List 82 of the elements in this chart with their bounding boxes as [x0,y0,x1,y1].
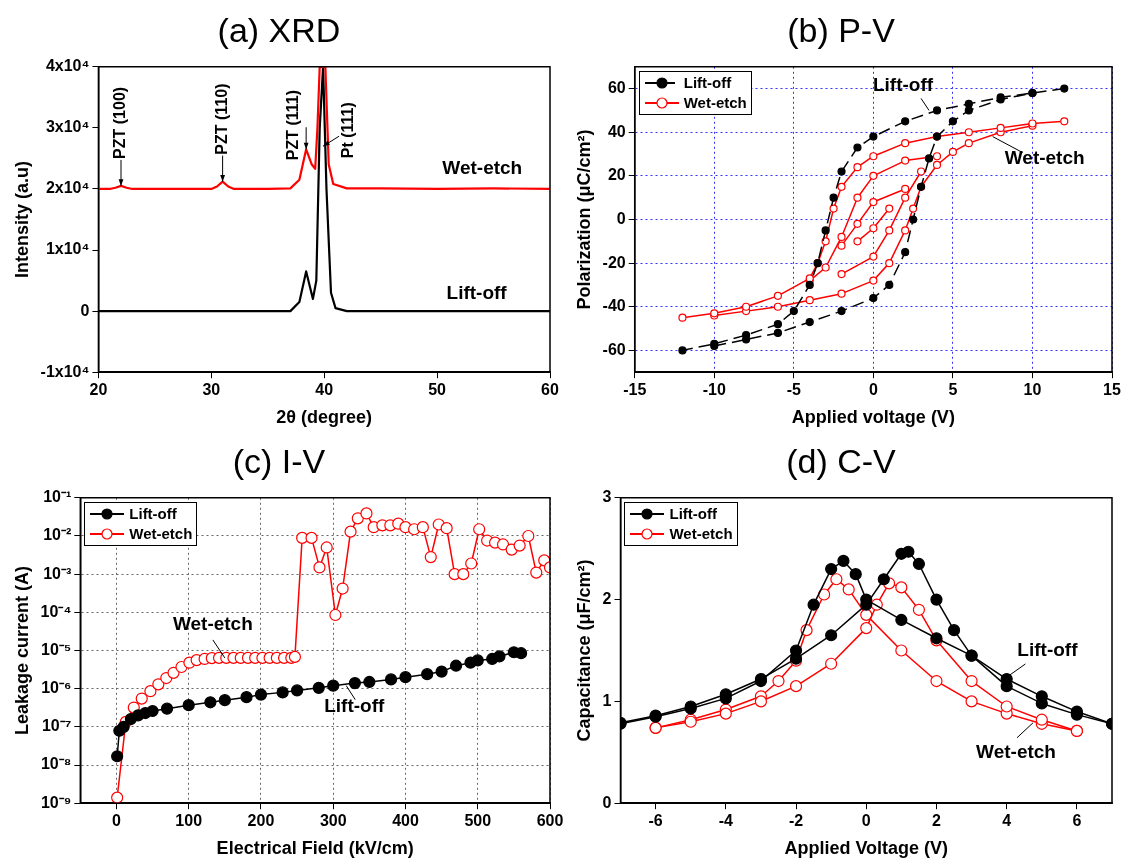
legend-label: Wet-etch [129,523,193,544]
chart-title: (a) XRD [217,10,341,49]
annotation: Wet-etch [976,741,1056,763]
x-axis-title: Applied Voltage (V) [784,838,949,859]
x-tick-label: 6 [1072,812,1082,830]
y-tick-label: 3x10⁴ [45,118,90,136]
x-tick-label: 4 [1002,812,1012,830]
annotation: Wet-etch [442,157,523,179]
y-tick-label: 10⁻⁹ [40,793,72,811]
y-tick-label: 10⁻² [43,526,72,544]
annotation: Lift-off [1017,639,1079,661]
y-tick-label: 0 [602,793,612,811]
x-tick-label: -15 [623,381,647,399]
x-tick-label: 0 [111,812,121,830]
annotation: PZT (111) [283,90,301,161]
x-tick-label: 500 [464,812,492,830]
x-tick-label: 40 [315,381,334,399]
annotation: Pt (111) [339,102,357,159]
x-axis-title: 2θ (degree) [276,407,373,428]
chart-title: (c) I-V [232,441,326,480]
annotation: Lift-off [872,73,934,95]
y-axis-title: Intensity (a.u) [11,160,32,279]
annotation: Wet-etch [1004,146,1085,168]
x-tick-label: 600 [536,812,564,830]
y-axis-title: Leakage current (A) [11,565,32,736]
legend-label: Lift-off [669,503,717,524]
x-tick-label: -10 [702,381,726,399]
y-tick-label: 2 [602,590,612,608]
annotation: Wet-etch [172,613,253,635]
chart-title: (b) P-V [787,10,896,49]
x-tick-label: 10 [1023,381,1042,399]
y-tick-label: 4x10⁴ [45,57,90,75]
x-tick-label: 0 [861,812,871,830]
x-tick-label: -6 [648,812,663,830]
legend-label: Lift-off [129,503,177,524]
x-tick-label: -5 [786,381,802,399]
y-tick-label: -60 [602,340,626,358]
annotation: Lift-off [324,694,385,716]
x-tick-label: 400 [392,812,419,830]
x-tick-label: 60 [541,381,559,399]
x-tick-label: 0 [868,381,878,399]
y-axis-title: Polarization (μC/cm²) [573,129,594,310]
annotation: PZT (100) [111,86,129,159]
chart-title: (d) C-V [786,441,897,480]
y-tick-label: 60 [607,79,626,97]
y-tick-label: 1 [602,691,612,709]
y-tick-label: 10⁻⁵ [41,640,72,658]
y-tick-label: 10⁻⁶ [41,679,72,697]
x-tick-label: 15 [1103,381,1121,399]
y-tick-label: 10⁻¹ [43,488,72,506]
y-tick-label: 1x10⁴ [45,240,90,258]
legend-label: Wet-etch [683,92,747,113]
legend-label: Wet-etch [669,523,733,544]
x-tick-label: 200 [247,812,275,830]
y-tick-label: -40 [602,297,626,315]
x-tick-label: 5 [948,381,958,399]
x-tick-label: 300 [319,812,347,830]
x-tick-label: 100 [175,812,203,830]
y-tick-label: 3 [602,488,612,506]
y-tick-label: 20 [607,166,626,184]
x-tick-label: 2 [932,812,942,830]
x-tick-label: 30 [202,381,221,399]
annotation: PZT (110) [213,83,231,155]
y-tick-label: 0 [616,209,626,227]
x-tick-label: -4 [718,812,734,830]
x-tick-label: -2 [788,812,804,830]
y-tick-label: 10⁻⁴ [40,602,72,620]
x-tick-label: 50 [428,381,447,399]
y-tick-label: 0 [80,301,90,319]
y-tick-label: 40 [607,122,626,140]
legend-label: Lift-off [683,72,732,93]
y-tick-label: 2x10⁴ [45,179,90,197]
y-tick-label: 10⁻⁷ [41,717,72,735]
y-tick-label: -1x10⁴ [40,362,90,380]
x-axis-title: Applied voltage (V) [791,407,955,428]
y-axis-title: Capacitance (μF/cm²) [573,559,594,742]
x-axis-title: Electrical Field (kV/cm) [216,838,414,859]
y-tick-label: -20 [602,253,626,271]
y-tick-label: 10⁻⁸ [40,755,72,773]
x-tick-label: 20 [89,381,108,399]
y-tick-label: 10⁻³ [43,564,72,582]
annotation: Lift-off [446,282,508,304]
